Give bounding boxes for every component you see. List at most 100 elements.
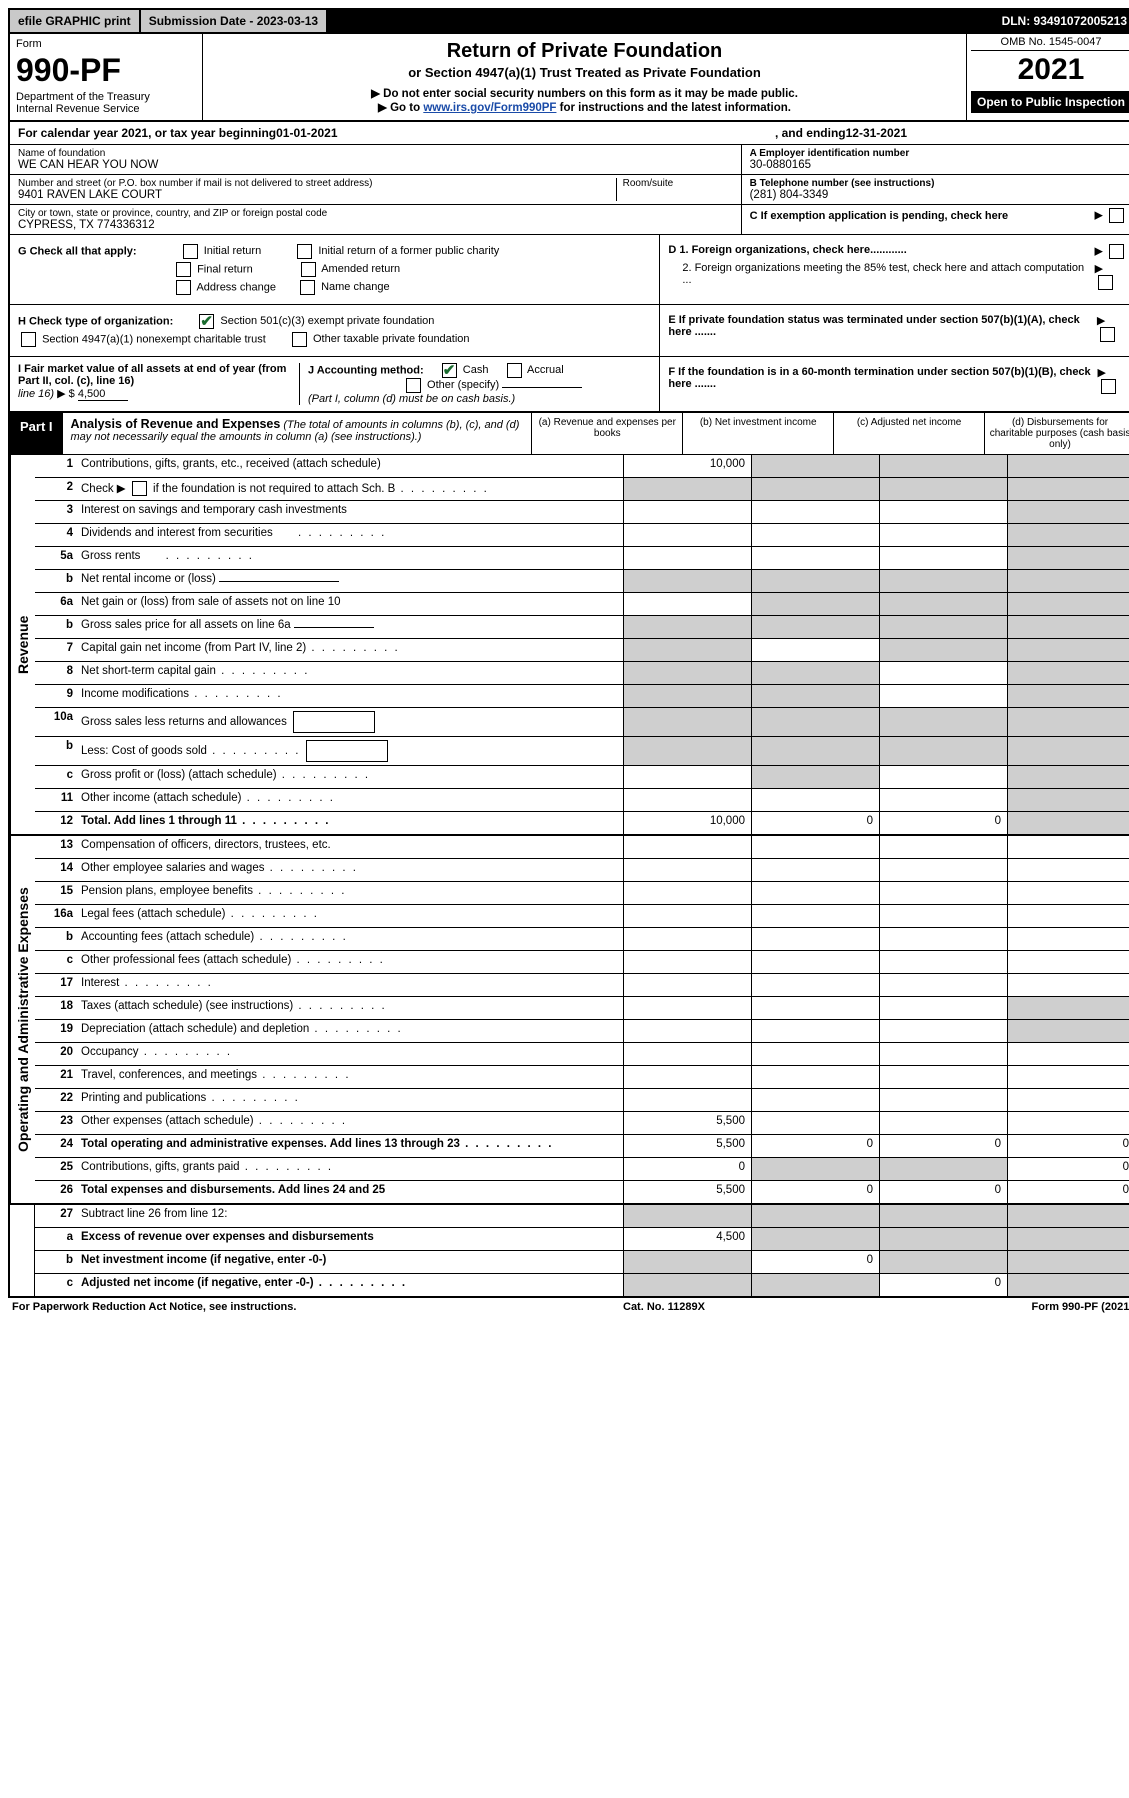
g-name-checkbox[interactable] (300, 280, 315, 295)
row-16c: cOther professional fees (attach schedul… (35, 951, 1129, 974)
r3-d (1007, 501, 1129, 523)
j-accrual: Accrual (527, 364, 564, 376)
g-initial-checkbox[interactable] (183, 244, 198, 259)
r27b-desc: Net investment income (if negative, ente… (77, 1251, 623, 1273)
form-number: 990-PF (16, 52, 196, 89)
r5a-desc: Gross rents (77, 547, 623, 569)
efile-label[interactable]: efile GRAPHIC print (10, 10, 139, 32)
d2-checkbox[interactable] (1098, 275, 1113, 290)
j-cash-checkbox[interactable] (442, 363, 457, 378)
r3-a (623, 501, 751, 523)
f-checkbox[interactable] (1101, 379, 1116, 394)
r5b-d (1007, 570, 1129, 592)
exemption-checkbox[interactable] (1109, 208, 1124, 223)
row-10a: 10a Gross sales less returns and allowan… (35, 708, 1129, 737)
r19-desc: Depreciation (attach schedule) and deple… (77, 1020, 623, 1042)
r27c-a (623, 1274, 751, 1296)
r3-b (751, 501, 879, 523)
row-6a: 6a Net gain or (loss) from sale of asset… (35, 593, 1129, 616)
r18-b (751, 997, 879, 1019)
r22-b (751, 1089, 879, 1111)
e-checkbox[interactable] (1100, 327, 1115, 342)
col-a-header: (a) Revenue and expenses per books (531, 413, 682, 454)
r27a-d (1007, 1228, 1129, 1250)
g-opt-1: Initial return of a former public charit… (318, 245, 499, 257)
r8-d (1007, 662, 1129, 684)
h-501c3-checkbox[interactable] (199, 314, 214, 329)
r27b-d (1007, 1251, 1129, 1273)
g-address-checkbox[interactable] (176, 280, 191, 295)
r4-a (623, 524, 751, 546)
g-opt-0: Initial return (204, 245, 261, 257)
h-other-checkbox[interactable] (292, 332, 307, 347)
r10b-d (1007, 737, 1129, 765)
r27b-b: 0 (751, 1251, 879, 1273)
r10b-num: b (35, 737, 77, 765)
name-label: Name of foundation (18, 148, 733, 159)
row-27a: aExcess of revenue over expenses and dis… (35, 1228, 1129, 1251)
r15-a (623, 882, 751, 904)
r2-c (879, 478, 1007, 500)
r2-a (623, 478, 751, 500)
r2-num: 2 (35, 478, 77, 500)
r10c-b (751, 766, 879, 788)
r26-c: 0 (879, 1181, 1007, 1203)
r2-d (1007, 478, 1129, 500)
r14-num: 14 (35, 859, 77, 881)
j-accrual-checkbox[interactable] (507, 363, 522, 378)
g-amended-checkbox[interactable] (301, 262, 316, 277)
expenses-section: Operating and Administrative Expenses 13… (8, 836, 1129, 1205)
city-state-zip: CYPRESS, TX 774336312 (18, 219, 733, 231)
r17-d (1007, 974, 1129, 996)
r5a-a (623, 547, 751, 569)
r15-b (751, 882, 879, 904)
r9-desc: Income modifications (77, 685, 623, 707)
g-initial-former-checkbox[interactable] (297, 244, 312, 259)
e-row: E If private foundation status was termi… (668, 314, 1127, 342)
f-label: F If the foundation is in a 60-month ter… (668, 366, 1097, 394)
submission-date: Submission Date - 2023-03-13 (141, 10, 326, 32)
col-b-header: (b) Net investment income (682, 413, 833, 454)
row-21: 21Travel, conferences, and meetings (35, 1066, 1129, 1089)
row-27: 27Subtract line 26 from line 12: (35, 1205, 1129, 1228)
g-opt-5: Name change (321, 281, 390, 293)
r3-num: 3 (35, 501, 77, 523)
r16c-d (1007, 951, 1129, 973)
r6a-d (1007, 593, 1129, 615)
r9-num: 9 (35, 685, 77, 707)
r24-d: 0 (1007, 1135, 1129, 1157)
r10a-num: 10a (35, 708, 77, 736)
r5a-num: 5a (35, 547, 77, 569)
h-4947-checkbox[interactable] (21, 332, 36, 347)
j-block: J Accounting method: Cash Accrual Other … (299, 363, 651, 405)
r27-num: 27 (35, 1205, 77, 1227)
r13-b (751, 836, 879, 858)
r1-num: 1 (35, 455, 77, 477)
r8-num: 8 (35, 662, 77, 684)
j-other-checkbox[interactable] (406, 378, 421, 393)
d2-row: 2. Foreign organizations meeting the 85%… (668, 262, 1127, 290)
row-23: 23Other expenses (attach schedule)5,500 (35, 1112, 1129, 1135)
row-3: 3 Interest on savings and temporary cash… (35, 501, 1129, 524)
r16b-b (751, 928, 879, 950)
r11-num: 11 (35, 789, 77, 811)
r25-b (751, 1158, 879, 1180)
r20-b (751, 1043, 879, 1065)
r2-checkbox[interactable] (132, 481, 147, 496)
r11-d (1007, 789, 1129, 811)
row-27c: cAdjusted net income (if negative, enter… (35, 1274, 1129, 1296)
d1-checkbox[interactable] (1109, 244, 1124, 259)
name-cell: Name of foundation WE CAN HEAR YOU NOW (10, 145, 741, 175)
r27a-a: 4,500 (623, 1228, 751, 1250)
r27c-b (751, 1274, 879, 1296)
r7-b (751, 639, 879, 661)
cal-pre: For calendar year 2021, or tax year begi… (18, 126, 276, 140)
r19-c (879, 1020, 1007, 1042)
r10c-a (623, 766, 751, 788)
irs-link[interactable]: www.irs.gov/Form990PF (423, 102, 556, 114)
ein-cell: A Employer identification number 30-0880… (742, 145, 1129, 175)
g-final-checkbox[interactable] (176, 262, 191, 277)
j-other: Other (specify) (427, 379, 499, 391)
r11-desc: Other income (attach schedule) (77, 789, 623, 811)
header-center: Return of Private Foundation or Section … (203, 34, 967, 120)
